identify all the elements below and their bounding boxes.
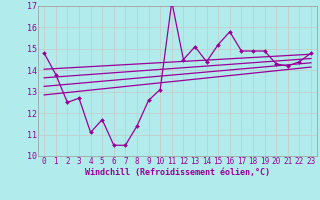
X-axis label: Windchill (Refroidissement éolien,°C): Windchill (Refroidissement éolien,°C) <box>85 168 270 177</box>
